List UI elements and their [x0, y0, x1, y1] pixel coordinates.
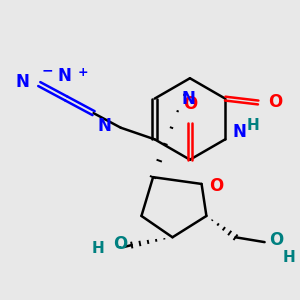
Text: O: O: [268, 94, 282, 112]
Text: H: H: [283, 250, 296, 265]
Text: −: −: [41, 64, 53, 77]
Text: +: +: [78, 66, 89, 79]
Text: O: O: [183, 95, 197, 113]
Text: N: N: [233, 123, 247, 141]
Text: N: N: [181, 90, 195, 108]
Text: N: N: [58, 67, 71, 85]
Text: N: N: [98, 117, 111, 135]
Text: -: -: [115, 239, 122, 254]
Text: H: H: [247, 118, 259, 133]
Text: O: O: [209, 177, 224, 195]
Text: O: O: [114, 235, 128, 253]
Text: O: O: [269, 231, 284, 249]
Text: H: H: [92, 242, 105, 256]
Text: N: N: [16, 73, 30, 91]
